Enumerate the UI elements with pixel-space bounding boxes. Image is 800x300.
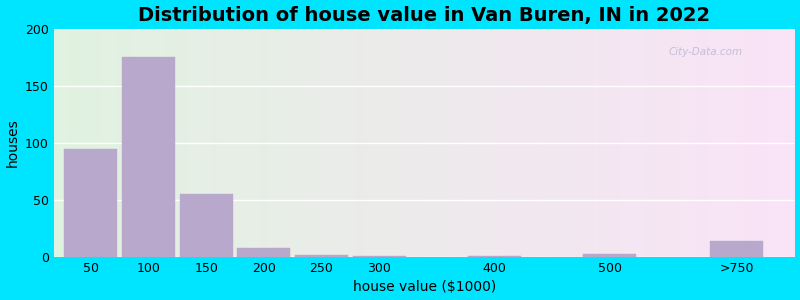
Title: Distribution of house value in Van Buren, IN in 2022: Distribution of house value in Van Buren… — [138, 6, 710, 25]
Bar — [179, 194, 233, 257]
Bar — [122, 57, 175, 257]
Text: City-Data.com: City-Data.com — [669, 47, 742, 57]
Bar — [710, 241, 763, 257]
Bar — [353, 256, 406, 257]
X-axis label: house value ($1000): house value ($1000) — [353, 280, 496, 294]
Y-axis label: houses: houses — [6, 118, 19, 167]
Bar — [64, 149, 118, 257]
Bar — [295, 255, 348, 257]
Bar — [468, 256, 521, 257]
Bar — [238, 248, 290, 257]
Bar — [583, 254, 637, 257]
